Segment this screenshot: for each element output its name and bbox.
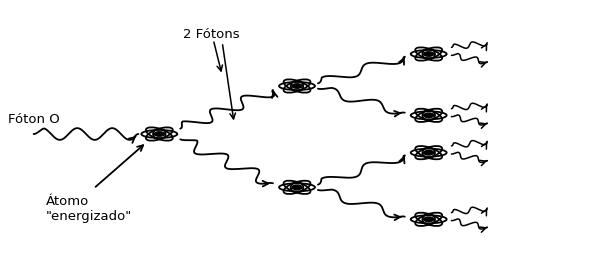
Text: 2 Fótons: 2 Fótons xyxy=(183,28,240,40)
Circle shape xyxy=(424,217,434,222)
Text: Fóton O: Fóton O xyxy=(8,113,59,126)
Circle shape xyxy=(292,84,302,88)
Circle shape xyxy=(424,150,434,155)
Text: Átomo
"energizado": Átomo "energizado" xyxy=(46,195,132,223)
Circle shape xyxy=(424,113,434,118)
Circle shape xyxy=(154,132,164,136)
Circle shape xyxy=(424,52,434,56)
Circle shape xyxy=(292,185,302,189)
